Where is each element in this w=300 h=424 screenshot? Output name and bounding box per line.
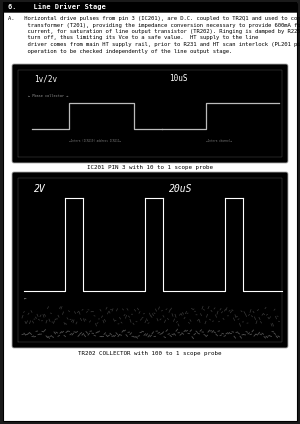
Text: A.   Horizontal drive pulses from pin 3 (IC201), are D.C. coupled to TR2Q1 and u: A. Horizontal drive pulses from pin 3 (I…	[8, 16, 300, 21]
FancyBboxPatch shape	[12, 64, 288, 163]
FancyBboxPatch shape	[12, 172, 288, 348]
Text: IC201 PIN 3 with 10 to 1 scope probe: IC201 PIN 3 with 10 to 1 scope probe	[87, 165, 213, 170]
Text: transformer (T201), providing the impedance conversion necessary to provide 600m: transformer (T201), providing the impeda…	[8, 22, 300, 28]
Text: ← Pbase collector →: ← Pbase collector →	[28, 94, 68, 98]
Text: driver comes from main HT supply rail, prior to R231 and HT scan interlock (PL20: driver comes from main HT supply rail, p…	[8, 42, 300, 47]
Bar	[3, 2, 297, 12]
Text: current, for saturation of line output transistor (TR202). Ringing is damped by : current, for saturation of line output t…	[8, 29, 300, 34]
Text: 10uS: 10uS	[169, 74, 188, 83]
Text: TR202 COLLECTOR with 100 to 1 scope probe: TR202 COLLECTOR with 100 to 1 scope prob…	[78, 351, 222, 355]
Text: turn off, thus limiting its Vce to a safe value.  HT supply to the line: turn off, thus limiting its Vce to a saf…	[8, 36, 258, 41]
Text: →Intern (ICR219) address ICR211←: →Intern (ICR219) address ICR211←	[69, 139, 121, 143]
Text: →Intern channel→: →Intern channel→	[206, 139, 232, 143]
Text: operation to be checked independently of the line output stage.: operation to be checked independently of…	[8, 48, 232, 53]
Text: 20uS: 20uS	[169, 184, 193, 194]
Text: 6.    Line Driver Stage: 6. Line Driver Stage	[8, 3, 106, 11]
Text: 2V: 2V	[34, 184, 46, 194]
Text: 1v/2v: 1v/2v	[34, 74, 57, 83]
Text: ←: ←	[24, 297, 26, 301]
